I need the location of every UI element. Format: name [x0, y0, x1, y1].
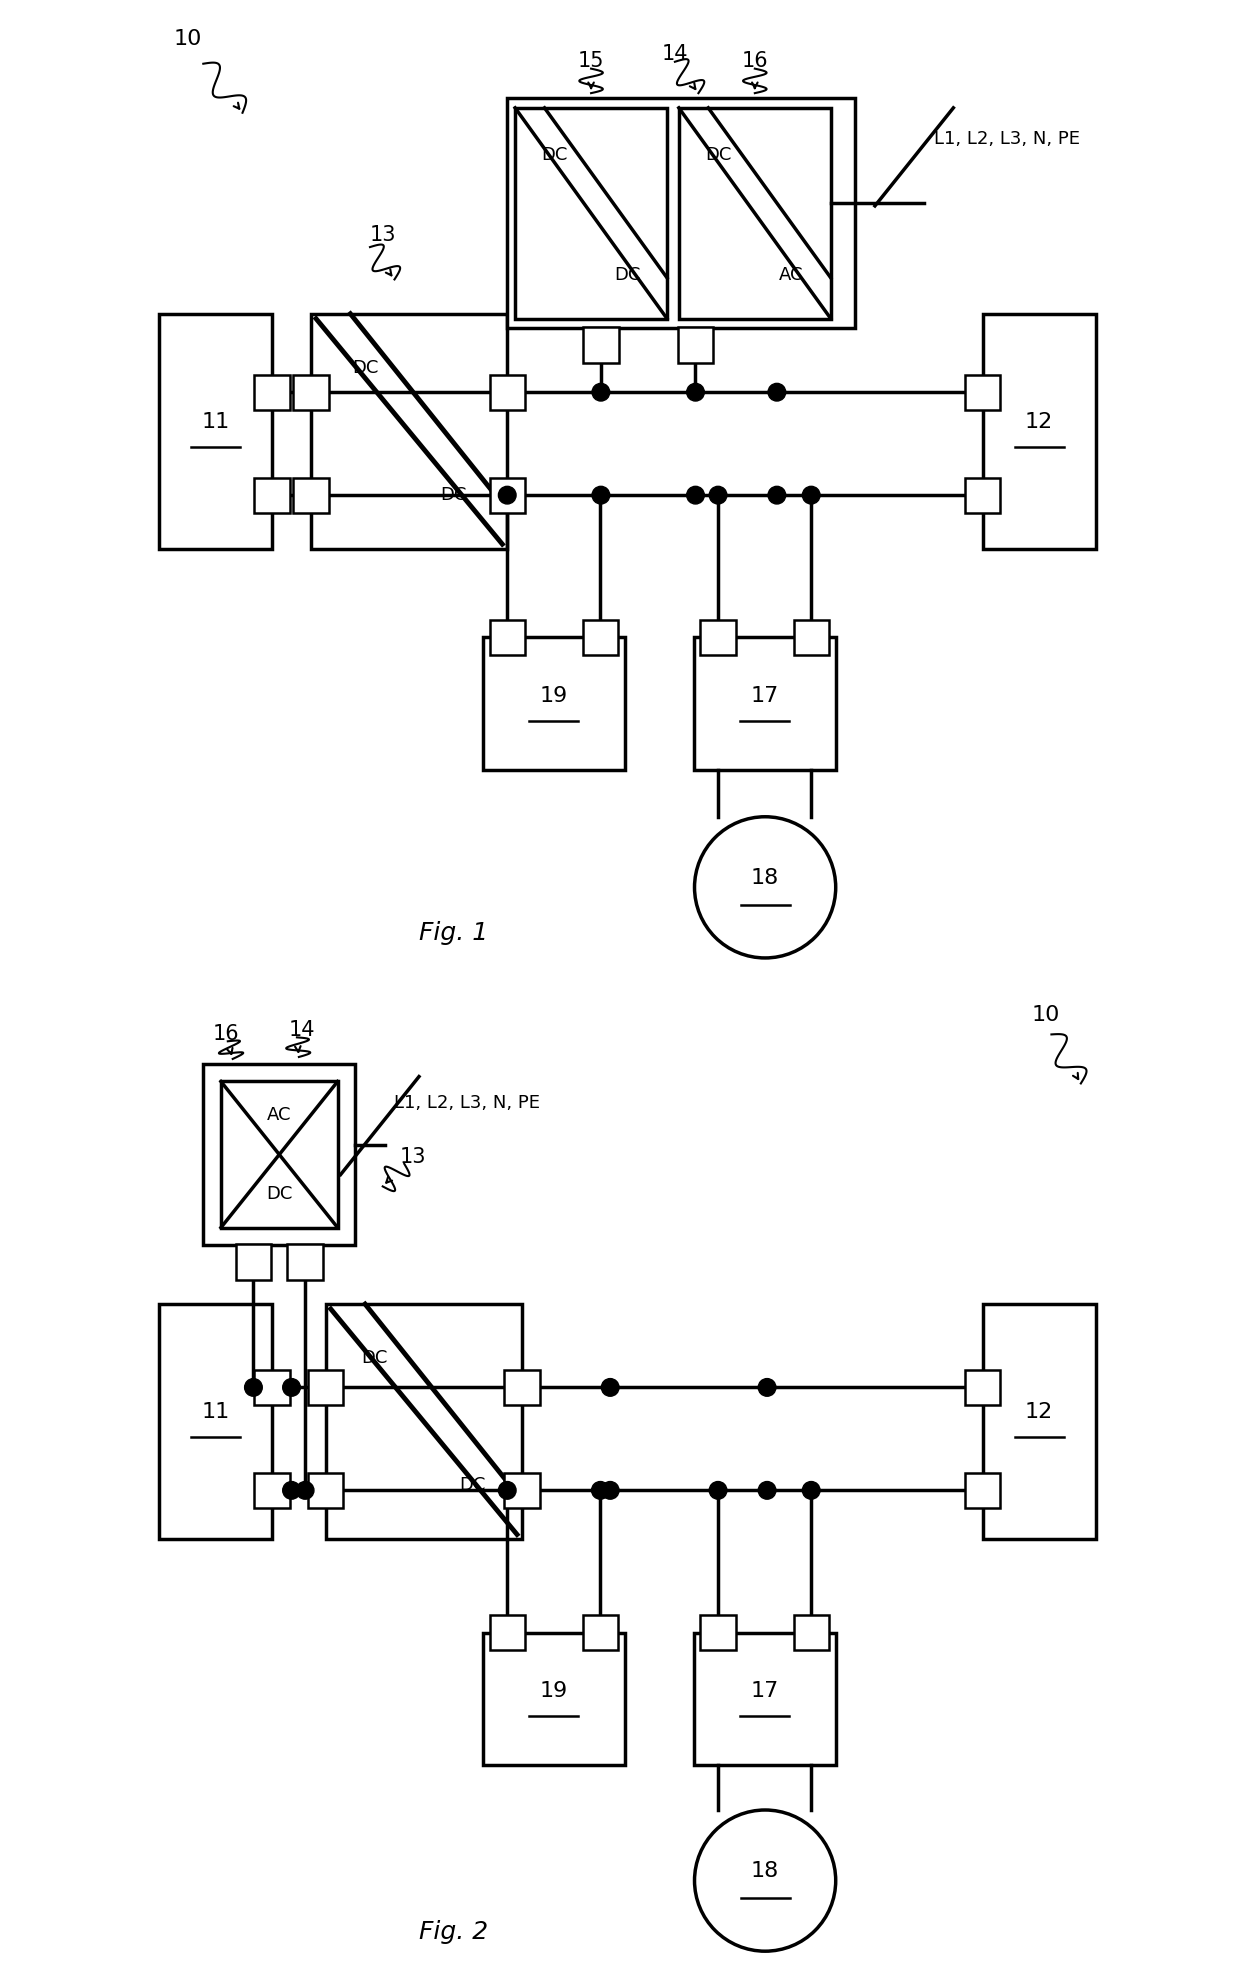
Text: DC: DC [460, 1477, 486, 1494]
Bar [678, 327, 713, 363]
Bar [482, 637, 625, 771]
Circle shape [591, 1483, 609, 1498]
Text: 13: 13 [370, 226, 397, 245]
Circle shape [244, 1379, 263, 1396]
Circle shape [283, 1379, 300, 1396]
Circle shape [687, 486, 704, 504]
Text: 12: 12 [1025, 1402, 1053, 1422]
Text: 11: 11 [201, 1402, 229, 1422]
Bar [794, 1616, 828, 1649]
Circle shape [802, 486, 820, 504]
Text: 16: 16 [742, 51, 768, 71]
Bar [309, 1473, 343, 1508]
Bar [965, 1473, 1001, 1508]
Bar [505, 1473, 539, 1508]
Bar [254, 1369, 290, 1404]
Circle shape [768, 486, 786, 504]
Bar [159, 314, 272, 549]
Text: 10: 10 [174, 29, 202, 49]
Text: 14: 14 [289, 1020, 316, 1039]
Bar [490, 1616, 525, 1649]
Circle shape [687, 384, 704, 400]
Text: DC: DC [704, 145, 732, 165]
Text: 17: 17 [750, 1681, 779, 1700]
Text: 14: 14 [662, 43, 688, 65]
Text: DC: DC [267, 1186, 293, 1204]
Bar [254, 375, 290, 410]
Text: 12: 12 [1025, 412, 1053, 431]
Circle shape [758, 1483, 776, 1498]
Circle shape [709, 1483, 727, 1498]
Text: 10: 10 [1032, 1004, 1060, 1026]
Bar [294, 477, 329, 512]
Text: DC: DC [615, 265, 641, 284]
Bar [701, 1616, 735, 1649]
Text: 16: 16 [213, 1024, 239, 1045]
Bar [326, 1304, 522, 1539]
Bar [701, 620, 735, 655]
Circle shape [498, 1483, 516, 1498]
Bar [309, 1369, 343, 1404]
Text: 15: 15 [578, 51, 604, 71]
Bar [507, 98, 856, 327]
Text: Fig. 1: Fig. 1 [419, 922, 487, 945]
Bar [490, 620, 525, 655]
Text: 19: 19 [539, 686, 568, 706]
Bar [693, 637, 836, 771]
Circle shape [709, 486, 727, 504]
Bar [294, 375, 329, 410]
Text: 13: 13 [399, 1147, 425, 1167]
Bar [311, 314, 507, 549]
Circle shape [758, 1379, 776, 1396]
Bar [794, 620, 828, 655]
Text: DC: DC [362, 1349, 388, 1367]
Bar [583, 1616, 618, 1649]
Bar [482, 1632, 625, 1765]
Circle shape [694, 1810, 836, 1951]
Text: L1, L2, L3, N, PE: L1, L2, L3, N, PE [394, 1094, 541, 1112]
Circle shape [498, 486, 516, 504]
Bar [254, 477, 290, 512]
Circle shape [601, 1379, 619, 1396]
Text: 18: 18 [751, 867, 779, 888]
Text: DC: DC [541, 145, 568, 165]
Bar [490, 477, 525, 512]
Bar [965, 477, 1001, 512]
Text: AC: AC [779, 265, 804, 284]
Bar [490, 375, 525, 410]
Text: L1, L2, L3, N, PE: L1, L2, L3, N, PE [934, 129, 1080, 149]
Text: 17: 17 [750, 686, 779, 706]
Bar [693, 1632, 836, 1765]
Bar [203, 1063, 356, 1245]
Bar [678, 108, 831, 318]
Bar [965, 375, 1001, 410]
Bar [965, 1369, 1001, 1404]
Text: DC: DC [440, 486, 466, 504]
Text: 19: 19 [539, 1681, 568, 1700]
Text: 11: 11 [201, 412, 229, 431]
Bar [583, 327, 619, 363]
Circle shape [296, 1483, 314, 1498]
Circle shape [601, 1483, 619, 1498]
Bar [983, 1304, 1096, 1539]
Circle shape [802, 1483, 820, 1498]
Circle shape [591, 384, 610, 400]
Bar [254, 1473, 290, 1508]
Circle shape [694, 816, 836, 957]
Bar [288, 1245, 322, 1279]
Bar [236, 1245, 272, 1279]
Bar [583, 620, 618, 655]
Circle shape [591, 486, 610, 504]
Text: Fig. 2: Fig. 2 [419, 1920, 487, 1943]
Text: AC: AC [267, 1106, 291, 1124]
Bar [221, 1081, 337, 1228]
Bar [983, 314, 1096, 549]
Bar [515, 108, 667, 318]
Bar [159, 1304, 272, 1539]
Text: 18: 18 [751, 1861, 779, 1881]
Circle shape [768, 384, 786, 400]
Text: DC: DC [352, 359, 378, 377]
Bar [505, 1369, 539, 1404]
Circle shape [283, 1483, 300, 1498]
